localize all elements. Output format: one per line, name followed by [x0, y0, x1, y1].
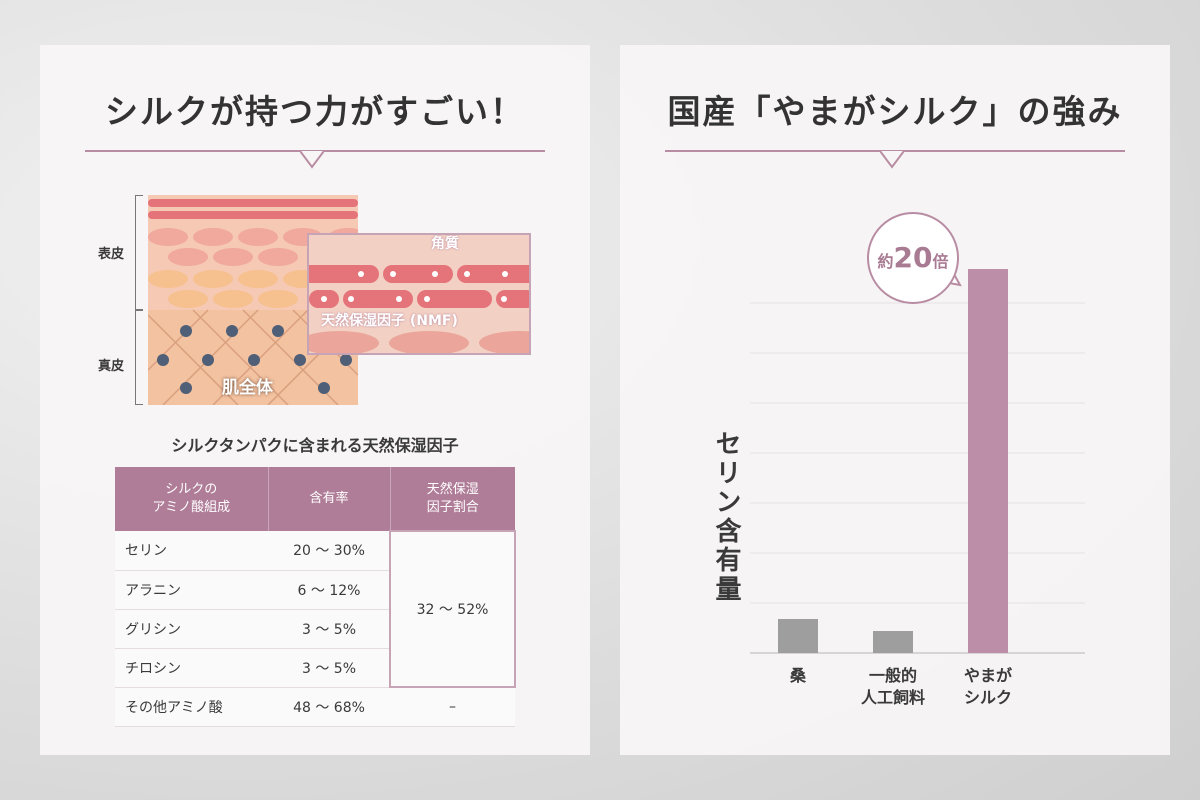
content-rate: 3 ～ 5%	[268, 648, 390, 688]
whole-skin-label: 肌全体	[222, 378, 273, 398]
serine-bar-chart	[750, 265, 1085, 654]
content-rate: 3 ～ 5%	[268, 609, 390, 649]
table-row: その他アミノ酸 48 ～ 68% –	[115, 687, 515, 727]
amino-name: グリシン	[115, 609, 268, 649]
content-rate: 20 ～ 30%	[268, 531, 390, 571]
nmf-ratio: 32 ～ 52%	[389, 530, 516, 688]
stratum-zoom-inset: 角質 天然保湿因子 (NMF)	[307, 233, 531, 355]
callout-number: 20	[893, 241, 933, 274]
yamaga-silk-panel: 国産「やまがシルク」の強み セリン含有量 桑 一般的 人工飼料 やまが シルク 約2…	[620, 45, 1170, 755]
skin-diagram	[148, 195, 358, 405]
x-tick-label: 一般的 人工飼料	[860, 666, 925, 708]
table-title: シルクタンパクに含まれる天然保湿因子	[171, 436, 459, 455]
table-row: グリシン 3 ～ 5%	[115, 609, 515, 649]
amino-acid-table: シルクの アミノ酸組成 含有率 天然保湿 因子割合 セリン 20 ～ 30% 32…	[115, 467, 516, 727]
bar-1	[778, 619, 818, 653]
bar-3	[968, 269, 1008, 653]
table-row: チロシン 3 ～ 5%	[115, 648, 515, 688]
header-nmf-ratio: 天然保湿 因子割合	[390, 467, 515, 531]
right-title: 国産「やまがシルク」の強み	[667, 92, 1123, 131]
x-tick-label: やまが シルク	[963, 666, 1012, 708]
x-tick-label: 桑	[789, 666, 806, 685]
dermis-bracket	[135, 310, 143, 405]
y-axis-label: セリン含有量	[711, 430, 741, 604]
nmf-ratio: –	[390, 687, 515, 727]
left-title: シルクが持つ力がすごい！	[105, 92, 525, 131]
table-row: アラニン 6 ～ 12%	[115, 570, 515, 610]
speech-tail	[880, 151, 904, 169]
content-rate: 6 ～ 12%	[268, 570, 390, 610]
amino-name: アラニン	[115, 570, 268, 610]
amino-name: セリン	[115, 531, 268, 571]
header-composition: シルクの アミノ酸組成	[115, 467, 269, 531]
stratum-label: 角質	[431, 236, 459, 252]
twenty-times-callout: 約20倍	[867, 212, 959, 304]
callout-suffix: 倍	[932, 252, 949, 271]
bar-2	[873, 631, 913, 653]
silk-power-panel: シルクが持つ力がすごい！ 表皮 真皮 肌全体 角質 天然保湿因子 (NMF) シ…	[40, 45, 590, 755]
epidermis-bracket	[135, 195, 143, 310]
content-rate: 48 ～ 68%	[268, 687, 390, 727]
header-content-rate: 含有率	[268, 467, 391, 531]
callout-prefix: 約	[877, 252, 894, 271]
dermis-label: 真皮	[98, 359, 125, 374]
epidermis-label: 表皮	[98, 247, 125, 262]
speech-tail	[300, 151, 324, 169]
table-row: セリン 20 ～ 30% 32 ～ 52%	[115, 530, 516, 688]
amino-name: チロシン	[115, 648, 268, 688]
nmf-label: 天然保湿因子 (NMF)	[321, 313, 458, 329]
amino-name: その他アミノ酸	[115, 687, 268, 727]
